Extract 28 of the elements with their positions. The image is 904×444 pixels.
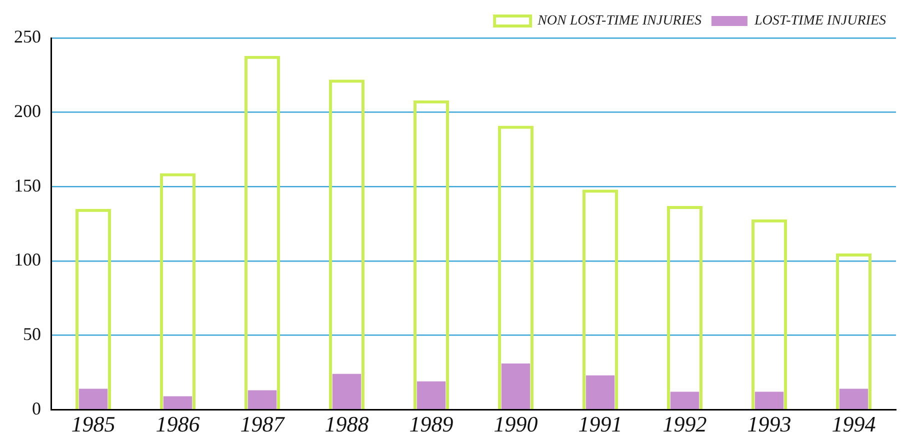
x-tick-label: 1989 xyxy=(409,412,454,437)
bar xyxy=(78,388,108,409)
legend-label: NON LOST-TIME INJURIES xyxy=(536,14,702,29)
bar xyxy=(501,364,530,409)
y-tick-label: 150 xyxy=(14,175,41,196)
x-tick-label: 1992 xyxy=(662,412,707,437)
bar xyxy=(416,381,446,409)
x-tick-label: 1985 xyxy=(71,412,116,437)
x-tick-label: 1991 xyxy=(578,412,622,437)
x-tick-label: 1994 xyxy=(832,412,876,437)
y-tick-label: 0 xyxy=(32,398,41,418)
bar xyxy=(586,375,615,409)
bar xyxy=(163,396,192,409)
x-tick-label: 1990 xyxy=(494,412,538,437)
bar xyxy=(248,390,277,409)
x-tick-label: 1987 xyxy=(240,412,286,437)
y-tick-label: 200 xyxy=(14,101,41,122)
y-tick-label: 100 xyxy=(14,250,41,270)
y-tick-label: 50 xyxy=(23,324,41,344)
bar xyxy=(332,374,362,409)
y-tick-label: 250 xyxy=(14,26,41,47)
legend-label: LOST-TIME INJURIES xyxy=(753,14,886,29)
x-tick-label: 1988 xyxy=(324,412,369,437)
x-tick-label: 1993 xyxy=(747,412,792,437)
x-tick-label: 1986 xyxy=(156,412,200,437)
bar xyxy=(754,392,784,409)
bar xyxy=(839,388,868,409)
bar xyxy=(670,392,700,409)
